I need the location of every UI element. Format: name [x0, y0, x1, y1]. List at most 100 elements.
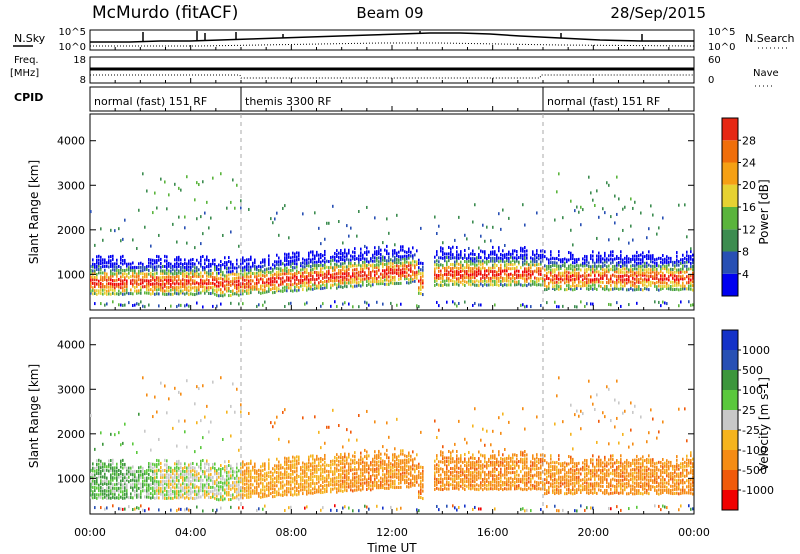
velocity-scatter-cell — [288, 459, 290, 463]
power-scatter-cell — [666, 264, 668, 268]
power-scatter-cell — [130, 281, 132, 285]
power-scatter-cell — [376, 252, 378, 256]
power-scatter-cell — [284, 256, 286, 260]
velocity-scatter-cell — [194, 493, 196, 497]
velocity-scatter-cell — [286, 489, 288, 493]
power-scatter-cell — [440, 276, 442, 280]
power-scatter-cell — [630, 260, 632, 264]
power-scatter-cell — [318, 276, 320, 280]
power-scatter-cell — [678, 260, 680, 264]
power-scatter-cell — [480, 277, 482, 281]
power-scatter-cell — [552, 285, 554, 289]
velocity-scatter-cell — [146, 471, 148, 475]
velocity-scatter-cell — [220, 376, 222, 380]
velocity-scatter-cell — [282, 480, 284, 484]
velocity-scatter-cell — [236, 470, 238, 474]
velocity-scatter-cell — [346, 461, 348, 465]
velocity-scatter-cell — [122, 483, 124, 487]
power-scatter-cell — [378, 282, 380, 286]
velocity-scatter-cell — [310, 464, 312, 468]
power-scatter-cell — [232, 272, 234, 276]
velocity-scatter-cell — [344, 469, 346, 473]
velocity-scatter-cell — [306, 472, 308, 476]
velocity-scatter-cell — [328, 425, 330, 429]
velocity-scatter-cell — [216, 492, 218, 496]
power-scatter-cell — [662, 281, 664, 285]
power-scatter-cell — [220, 281, 222, 285]
velocity-scatter-cell — [296, 486, 298, 490]
velocity-scatter-cell — [188, 508, 190, 512]
velocity-scatter-cell — [262, 468, 264, 472]
power-scatter-cell — [648, 274, 650, 278]
power-scatter-cell — [284, 263, 286, 267]
power-scatter-cell — [608, 281, 610, 285]
power-scatter-cell — [662, 266, 664, 270]
power-scatter-cell — [468, 273, 470, 277]
power-scatter-cell — [500, 282, 502, 286]
power-scatter-cell — [324, 283, 326, 287]
velocity-scatter-cell — [202, 493, 204, 497]
velocity-scatter-cell — [200, 489, 202, 493]
power-scatter-cell — [296, 262, 298, 266]
velocity-scatter-cell — [182, 475, 184, 479]
velocity-scatter-cell — [304, 471, 306, 475]
power-scatter-cell — [570, 251, 572, 255]
power-scatter-cell — [314, 270, 316, 274]
velocity-scatter-cell — [284, 489, 286, 493]
power-scatter-cell — [602, 287, 604, 291]
power-scatter-cell — [342, 285, 344, 289]
velocity-scatter-cell — [338, 455, 340, 459]
velocity-scatter-cell — [164, 384, 166, 388]
power-scatter-cell — [496, 273, 498, 277]
power-scatter-cell — [484, 267, 486, 271]
power-scatter-cell — [122, 303, 124, 307]
power-scatter-cell — [546, 274, 548, 278]
velocity-scatter-cell — [382, 479, 384, 483]
velocity-scatter-cell — [316, 470, 318, 474]
velocity-scatter-cell — [226, 478, 228, 482]
power-scatter-cell — [270, 277, 272, 281]
velocity-scatter-cell — [334, 459, 336, 463]
velocity-scatter-cell — [242, 493, 244, 497]
power-scatter-cell — [314, 287, 316, 291]
power-scatter-cell — [500, 256, 502, 260]
velocity-scatter-cell — [186, 445, 188, 449]
velocity-scatter-cell — [388, 479, 390, 483]
power-scatter-cell — [502, 208, 504, 212]
power-scatter-cell — [590, 257, 592, 261]
power-scatter-cell — [256, 265, 258, 269]
velocity-scatter-cell — [228, 498, 230, 502]
velocity-scatter-cell — [312, 479, 314, 483]
velocity-scatter-cell — [248, 472, 250, 476]
power-scatter-cell — [230, 262, 232, 266]
power-scatter-cell — [188, 289, 190, 293]
power-scatter-cell — [484, 260, 486, 264]
velocity-scatter-cell — [242, 477, 244, 481]
power-scatter-cell — [482, 223, 484, 227]
power-scatter-cell — [544, 268, 546, 272]
power-scatter-cell — [216, 284, 218, 288]
power-scatter-cell — [102, 265, 104, 269]
power-scatter-cell — [442, 279, 444, 283]
velocity-scatter-cell — [198, 492, 200, 496]
power-scatter-cell — [166, 262, 168, 266]
velocity-scatter-cell — [108, 459, 110, 463]
power-scatter-cell — [450, 269, 452, 273]
power-scatter-cell — [624, 273, 626, 277]
power-scatter-cell — [100, 262, 102, 266]
power-scatter-cell — [442, 247, 444, 251]
velocity-scatter-cell — [316, 477, 318, 481]
power-scatter-cell — [166, 259, 168, 263]
power-scatter-cell — [150, 244, 152, 248]
velocity-scatter-cell — [166, 459, 168, 463]
power-scatter-cell — [386, 265, 388, 269]
power-scatter-cell — [108, 282, 110, 286]
power-scatter-cell — [584, 258, 586, 262]
power-scatter-cell — [312, 267, 314, 271]
power-scatter-cell — [672, 288, 674, 292]
power-scatter-cell — [368, 263, 370, 267]
power-scatter-cell — [620, 278, 622, 282]
power-scatter-cell — [646, 274, 648, 278]
velocity-scatter-cell — [136, 495, 138, 499]
velocity-scatter-cell — [358, 481, 360, 485]
